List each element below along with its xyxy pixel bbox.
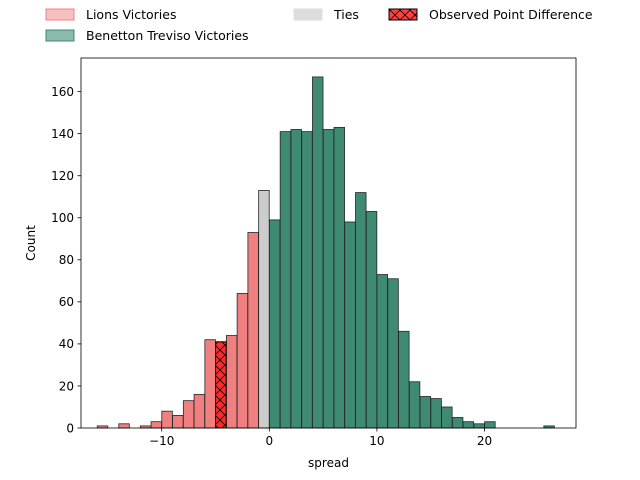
x-tick-label: 10 <box>369 434 384 448</box>
histogram-bar <box>387 278 399 429</box>
y-tick-label: 120 <box>51 169 74 183</box>
legend: Lions Victories Benetton Treviso Victorie… <box>45 7 593 43</box>
legend-swatch-hatch <box>388 8 418 21</box>
histogram-bar <box>258 190 270 429</box>
y-tick-label: 20 <box>59 379 74 393</box>
histogram-bar <box>193 393 206 429</box>
y-tick-label: 80 <box>59 253 74 267</box>
x-tick-label: 0 <box>265 434 273 448</box>
legend-swatch <box>293 8 323 21</box>
histogram-bar <box>419 396 432 429</box>
histogram-bar <box>225 335 238 429</box>
histogram-bar <box>355 192 367 429</box>
histogram-bar <box>344 221 356 429</box>
histogram-bar <box>408 381 421 429</box>
histogram-bar <box>473 423 485 429</box>
y-tick-label: 60 <box>59 295 74 309</box>
histogram-bar <box>279 131 292 429</box>
histogram-bar <box>161 410 173 429</box>
legend-label: Lions Victories <box>86 7 176 22</box>
histogram-bar <box>451 417 464 429</box>
y-tick-label: 140 <box>51 127 74 141</box>
legend-swatch <box>45 8 75 21</box>
histogram-bar <box>441 406 453 429</box>
histogram-bar <box>430 398 442 429</box>
histogram-bar <box>365 211 378 429</box>
histogram-bar <box>484 421 496 429</box>
histogram-bar <box>462 421 475 429</box>
histogram-bar <box>290 129 302 429</box>
histogram-bar <box>376 274 388 429</box>
observed-bar-hatch <box>215 341 227 429</box>
y-tick-label: 0 <box>66 421 74 435</box>
histogram-bar <box>398 330 410 429</box>
histogram-bar <box>172 414 184 429</box>
legend-label: Observed Point Difference <box>429 7 593 22</box>
y-axis-label: Count <box>24 225 38 261</box>
y-tick-label: 100 <box>51 211 74 225</box>
histogram-bar <box>182 400 195 429</box>
x-tick-label: −10 <box>149 434 174 448</box>
y-tick-label: 160 <box>51 85 74 99</box>
legend-label: Ties <box>333 7 359 22</box>
y-tick-label: 40 <box>59 337 74 351</box>
axes: −10 0 10 20 0 20 40 60 80 100 120 140 160 spread Count <box>24 57 577 470</box>
legend-swatch <box>45 29 75 42</box>
histogram-bar <box>118 423 130 429</box>
histogram-bar <box>312 76 324 429</box>
histogram-bar <box>150 421 163 429</box>
x-tick-label: 20 <box>477 434 492 448</box>
histogram-bar <box>236 293 249 429</box>
histogram-bar <box>247 232 259 429</box>
histogram-bar <box>301 131 313 429</box>
histogram-bar <box>322 129 335 429</box>
legend-label: Benetton Treviso Victories <box>86 28 249 43</box>
x-axis-label: spread <box>308 456 349 470</box>
plot-frame <box>80 57 577 429</box>
histogram-bar <box>269 219 281 429</box>
histogram-bars <box>96 76 555 429</box>
histogram-bar <box>333 126 345 429</box>
histogram-bar <box>204 339 216 429</box>
